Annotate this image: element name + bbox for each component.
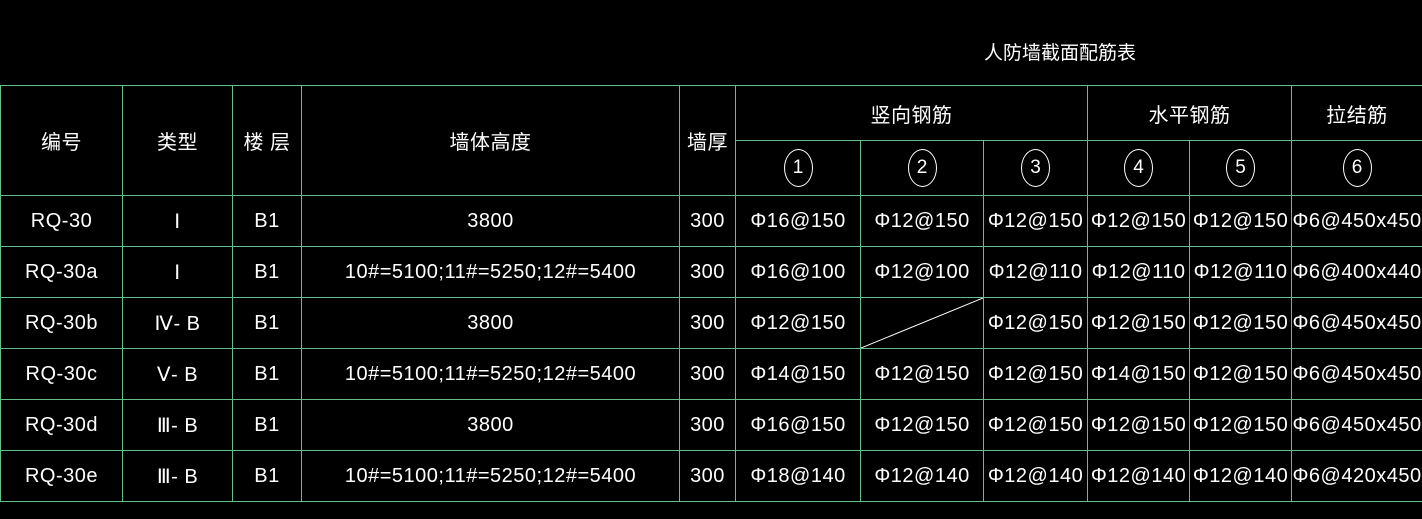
cell-id: RQ-30b: [0, 297, 123, 349]
cell-wall-thickness: 300: [679, 348, 736, 400]
cell-tie-rebar: Φ6@450x450: [1291, 348, 1422, 400]
cell-rebar-5: Φ12@150: [1189, 195, 1293, 247]
cell-wall-thickness: 300: [679, 246, 736, 298]
header-group-horizontal-rebar: 水平钢筋: [1087, 85, 1293, 141]
header-type: 类型: [122, 85, 233, 196]
cell-rebar-1: Φ14@150: [735, 348, 861, 400]
cell-rebar-2: Φ12@140: [860, 450, 984, 502]
cell-rebar-3: Φ12@150: [982, 195, 1089, 247]
cell-wall-height: 3800: [301, 399, 680, 451]
cell-rebar-1: Φ16@150: [735, 195, 861, 247]
cell-rebar-3: Φ12@140: [982, 450, 1089, 502]
circled-number-3-icon: 3: [1021, 149, 1051, 187]
cell-wall-thickness: 300: [679, 297, 736, 349]
cell-rebar-4: Φ14@150: [1087, 348, 1191, 400]
table-row: RQ-30a Ⅰ B1 10#=5100;11#=5250;12#=5400 3…: [0, 246, 1422, 298]
cell-rebar-1: Φ18@140: [735, 450, 861, 502]
cell-tie-rebar: Φ6@400x440: [1291, 246, 1422, 298]
cell-rebar-4: Φ12@140: [1087, 450, 1191, 502]
cell-rebar-1: Φ16@100: [735, 246, 861, 298]
cell-rebar-1: Φ12@150: [735, 297, 861, 349]
cell-id: RQ-30: [0, 195, 123, 247]
circled-number-5-icon: 5: [1226, 149, 1256, 187]
cell-tie-rebar: Φ6@420x450: [1291, 450, 1422, 502]
cell-rebar-2: Φ12@150: [860, 195, 984, 247]
circled-number-4-icon: 4: [1124, 149, 1154, 187]
cell-rebar-2: Φ12@150: [860, 348, 984, 400]
cell-wall-thickness: 300: [679, 450, 736, 502]
header-wall-height: 墙体高度: [301, 85, 680, 196]
cell-wall-height: 3800: [301, 195, 680, 247]
cell-rebar-2: Φ12@100: [860, 246, 984, 298]
cell-rebar-5: Φ12@150: [1189, 399, 1293, 451]
table-row: RQ-30c Ⅴ- B B1 10#=5100;11#=5250;12#=540…: [0, 348, 1422, 400]
cell-tie-rebar: Φ6@450x450: [1291, 297, 1422, 349]
cell-id: RQ-30a: [0, 246, 123, 298]
cell-wall-height: 10#=5100;11#=5250;12#=5400: [301, 246, 680, 298]
cell-rebar-5: Φ12@140: [1189, 450, 1293, 502]
cell-rebar-5: Φ12@110: [1189, 246, 1293, 298]
cell-type: Ⅲ- B: [122, 399, 233, 451]
cell-floor: B1: [232, 297, 302, 349]
cell-floor: B1: [232, 195, 302, 247]
cell-wall-thickness: 300: [679, 195, 736, 247]
cell-wall-height: 10#=5100;11#=5250;12#=5400: [301, 450, 680, 502]
cell-type: Ⅰ: [122, 246, 233, 298]
header-row-marks: 1 2 3 4 5 6: [1, 140, 1422, 196]
table-title: 人防墙截面配筋表: [983, 43, 1136, 64]
header-group-tie-rebar: 拉结筋: [1291, 85, 1422, 141]
cell-wall-thickness: 300: [679, 399, 736, 451]
circled-number-2-icon: 2: [907, 149, 937, 187]
circled-number-6-icon: 6: [1342, 149, 1372, 187]
cell-rebar-4: Φ12@150: [1087, 195, 1191, 247]
cell-rebar-3: Φ12@150: [982, 297, 1089, 349]
cell-id: RQ-30c: [0, 348, 123, 400]
table-row: RQ-30b Ⅳ- B B1 3800 300 Φ12@150 Φ12@150 …: [0, 297, 1422, 349]
cell-rebar-1: Φ16@150: [735, 399, 861, 451]
diagonal-strike-line: [861, 298, 983, 348]
header-mark-3-cell: 3: [982, 140, 1089, 196]
cell-rebar-2-empty: [860, 297, 984, 349]
header-group-vertical-rebar: 竖向钢筋: [734, 85, 1089, 141]
cell-wall-height: 3800: [301, 297, 680, 349]
cell-rebar-3: Φ12@150: [982, 348, 1089, 400]
cell-rebar-4: Φ12@150: [1087, 399, 1191, 451]
circled-number-1-icon: 1: [783, 149, 813, 187]
cell-type: Ⅰ: [122, 195, 233, 247]
cell-rebar-4: Φ12@150: [1087, 297, 1191, 349]
cell-rebar-3: Φ12@150: [982, 399, 1089, 451]
cell-rebar-2: Φ12@150: [860, 399, 984, 451]
header-mark-2-cell: 2: [860, 140, 984, 196]
table-row: RQ-30e Ⅲ- B B1 10#=5100;11#=5250;12#=540…: [0, 450, 1422, 502]
cell-floor: B1: [232, 450, 302, 502]
cell-id: RQ-30d: [0, 399, 123, 451]
cell-tie-rebar: Φ6@450x450: [1291, 195, 1422, 247]
cell-rebar-5: Φ12@150: [1189, 348, 1293, 400]
cell-rebar-5: Φ12@150: [1189, 297, 1293, 349]
cell-floor: B1: [232, 399, 302, 451]
table-row: RQ-30 Ⅰ B1 3800 300 Φ16@150 Φ12@150 Φ12@…: [0, 195, 1422, 247]
header-mark-4-cell: 4: [1087, 140, 1191, 196]
cell-type: Ⅳ- B: [122, 297, 233, 349]
header-wall-thickness: 墙厚: [679, 85, 736, 196]
cell-type: Ⅴ- B: [122, 348, 233, 400]
header-mark-6-cell: 6: [1291, 140, 1422, 196]
cell-floor: B1: [232, 348, 302, 400]
table-row: RQ-30d Ⅲ- B B1 3800 300 Φ16@150 Φ12@150 …: [0, 399, 1422, 451]
cell-rebar-4: Φ12@110: [1087, 246, 1191, 298]
cell-floor: B1: [232, 246, 302, 298]
rebar-schedule-table: 编号 类型 楼 层 墙体高度 墙厚 竖向钢筋 水平钢筋 拉结筋 1 2 3 4 …: [0, 85, 1422, 502]
header-mark-5-cell: 5: [1189, 140, 1293, 196]
cell-rebar-3: Φ12@110: [982, 246, 1089, 298]
header-mark-1-cell: 1: [735, 140, 861, 196]
cell-tie-rebar: Φ6@450x450: [1291, 399, 1422, 451]
cell-id: RQ-30e: [0, 450, 123, 502]
cell-wall-height: 10#=5100;11#=5250;12#=5400: [301, 348, 680, 400]
header-floor: 楼 层: [232, 85, 302, 196]
cell-type: Ⅲ- B: [122, 450, 233, 502]
header-row-groups: 编号 类型 楼 层 墙体高度 墙厚 竖向钢筋 水平钢筋 拉结筋: [0, 85, 1422, 196]
header-id: 编号: [0, 85, 123, 196]
